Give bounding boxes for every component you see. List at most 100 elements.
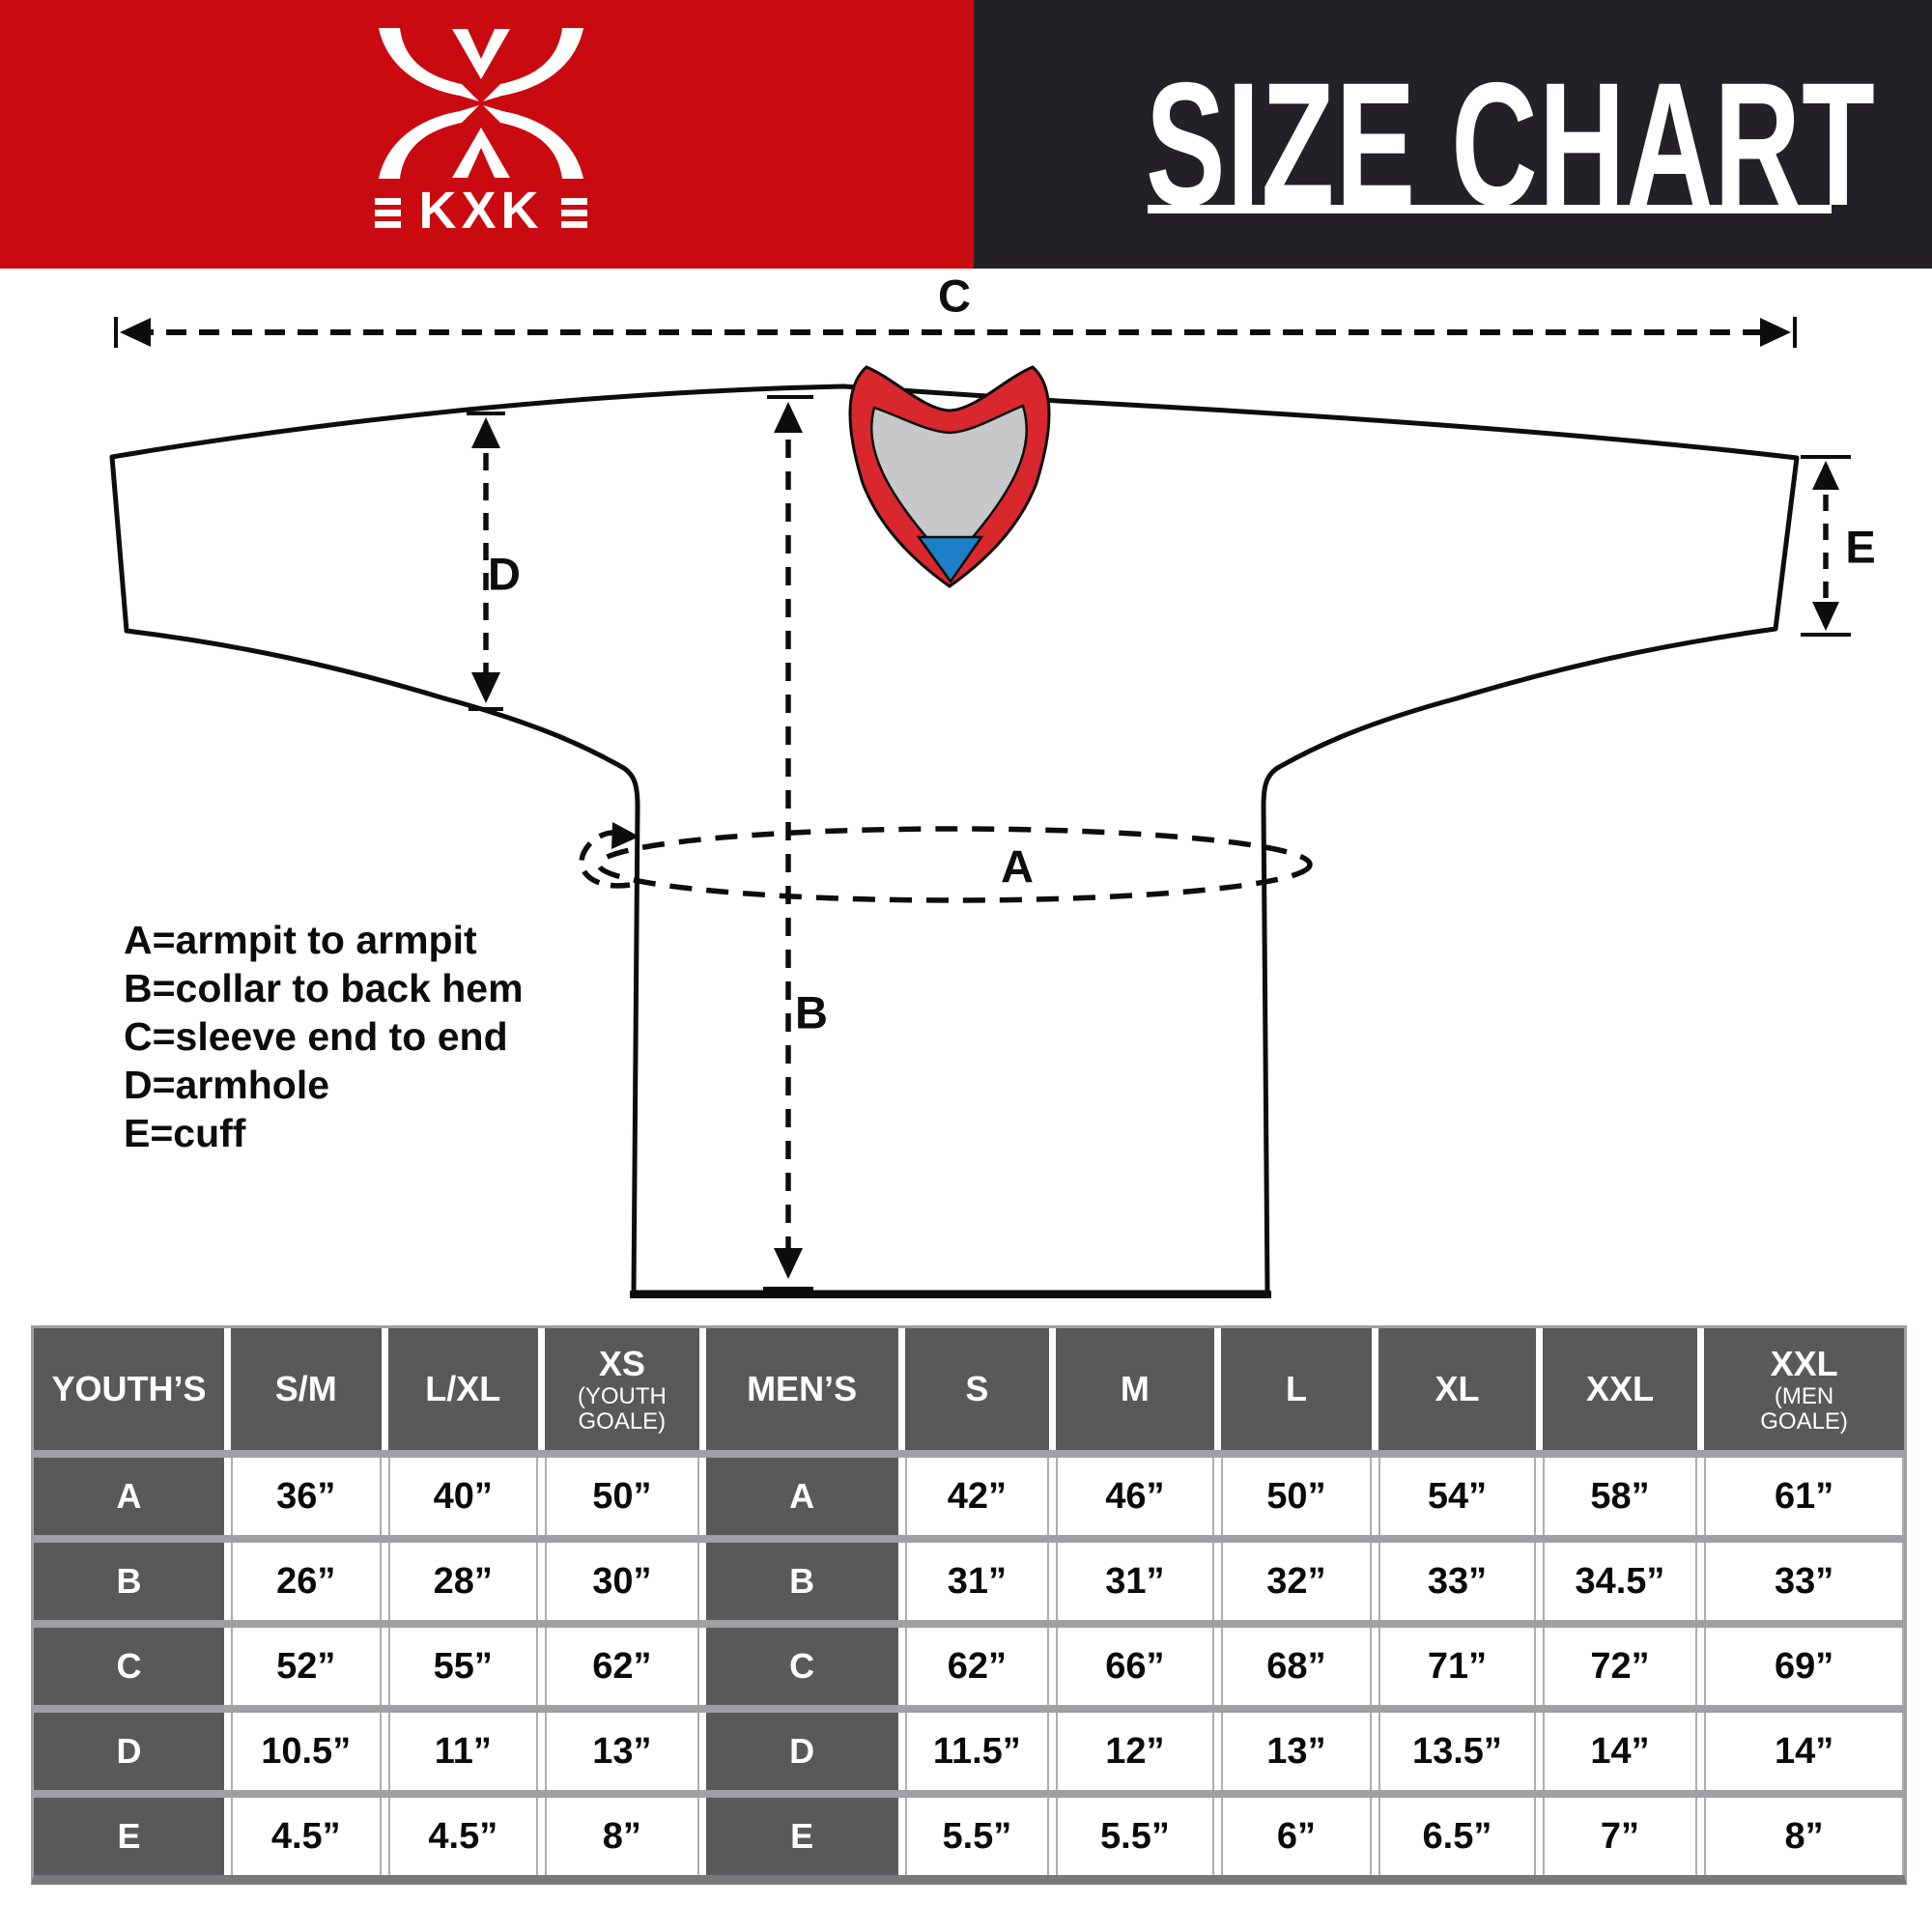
row-label-men: D [705,1713,898,1790]
youth-value: 36” [230,1458,382,1535]
men-value: 46” [1056,1458,1214,1535]
kxk-x-mark [379,28,583,179]
row-label-youth: D [34,1713,224,1790]
youth-value: 28” [387,1543,539,1620]
men-value: 42” [904,1458,1050,1535]
youth-value: 62” [545,1628,699,1705]
youth-value: 8” [545,1798,699,1875]
col-header-sub: (MEN GOALE) [1760,1383,1848,1435]
col-header-lxl: L/XL [387,1328,539,1450]
dim-arrow-e [1801,455,1851,637]
legend-line: D=armhole [124,1063,330,1107]
table-row-C: C 52” 55” 62” C 62” 66” 68” 71” 72” 69” [34,1620,1904,1705]
men-value: 50” [1220,1458,1373,1535]
men-value: 68” [1220,1628,1373,1705]
youth-value: 10.5” [230,1713,382,1790]
men-value: 58” [1542,1458,1698,1535]
table-row-B: B 26” 28” 30” B 31” 31” 32” 33” 34.5” 33” [34,1535,1904,1620]
brand-banner: KXK [0,0,974,269]
table-row-D: D 10.5” 11” 13” D 11.5” 12” 13” 13.5” 14” 14” [34,1705,1904,1790]
men-value: 32” [1220,1543,1373,1620]
row-label-men: A [705,1458,898,1535]
row-label-youth: C [34,1628,224,1705]
men-value: 6.5” [1378,1798,1536,1875]
label-e: E [1845,521,1876,573]
size-table: YOUTH’S S/M L/XL XS (YOUTH GOALE) MEN’S … [31,1325,1907,1885]
men-value: 72” [1542,1628,1698,1705]
youth-value: 4.5” [230,1798,382,1875]
measurement-legend: A=armpit to armpit B=collar to back hem … [124,916,524,1157]
youth-value: 11” [387,1713,539,1790]
row-label-youth: E [34,1798,224,1875]
youth-value: 13” [545,1713,699,1790]
men-value: 5.5” [904,1798,1050,1875]
label-d: D [488,548,521,600]
men-value: 66” [1056,1628,1214,1705]
men-value: 14” [1542,1713,1698,1790]
men-value: 13” [1220,1713,1373,1790]
page-title: SIZE CHART [1146,45,1877,242]
men-value: 6” [1220,1798,1373,1875]
col-header-l: L [1220,1328,1373,1450]
label-a: A [993,839,1041,894]
collar-red-band [848,365,1051,588]
label-b: B [795,986,828,1038]
men-value: 31” [904,1543,1050,1620]
size-table-header: YOUTH’S S/M L/XL XS (YOUTH GOALE) MEN’S … [34,1328,1904,1450]
legend-line: B=collar to back hem [124,966,524,1010]
col-header-sm: S/M [230,1328,382,1450]
collar-inner-gray [870,404,1028,565]
youth-value: 26” [230,1543,382,1620]
men-value: 61” [1704,1458,1904,1535]
col-header-xxl-men-goale: XXL (MEN GOALE) [1704,1328,1904,1450]
legend-line: C=sleeve end to end [124,1014,508,1059]
men-value: 33” [1378,1543,1536,1620]
collar-blue-insert [916,535,984,584]
row-label-youth: B [34,1543,224,1620]
men-value: 31” [1056,1543,1214,1620]
dim-arrow-b [763,395,813,1291]
youth-value: 52” [230,1628,382,1705]
kxk-logo-icon: KXK [375,28,587,232]
youth-value: 50” [545,1458,699,1535]
row-label-youth: A [34,1458,224,1535]
men-value: 12” [1056,1713,1214,1790]
col-header-label: XS [598,1344,645,1383]
size-table-body: A 36” 40” 50” A 42” 46” 50” 54” 58” 61” B 26” 28” 30” B… [34,1450,1904,1875]
table-row-E: E 4.5” 4.5” 8” E 5.5” 5.5” 6” 6.5” 7” 8” [34,1790,1904,1875]
brand-name: KXK [418,182,543,232]
col-header-xl: XL [1378,1328,1536,1450]
label-c: C [938,270,971,322]
title-banner [974,0,1932,269]
men-value: 7” [1542,1798,1698,1875]
men-value: 54” [1378,1458,1536,1535]
col-header-mens: MEN’S [705,1328,898,1450]
col-header-label: XXL [1770,1344,1838,1383]
men-value: 8” [1704,1798,1904,1875]
men-value: 69” [1704,1628,1904,1705]
men-value: 13.5” [1378,1713,1536,1790]
dim-ellipse-a [579,822,1313,903]
col-header-xxl: XXL [1542,1328,1698,1450]
title-underline [1148,205,1832,213]
men-value: 11.5” [904,1713,1050,1790]
men-value: 33” [1704,1543,1904,1620]
row-label-men: C [705,1628,898,1705]
men-value: 34.5” [1542,1543,1698,1620]
col-header-s: S [904,1328,1050,1450]
youth-value: 4.5” [387,1798,539,1875]
legend-line: A=armpit to armpit [124,918,477,962]
col-header-xs-youth-goale: XS (YOUTH GOALE) [545,1328,699,1450]
col-header-sub: (YOUTH GOALE) [577,1383,667,1435]
triple-bar-icon [375,198,587,228]
col-header-youths: YOUTH’S [34,1328,224,1450]
men-value: 71” [1378,1628,1536,1705]
youth-value: 40” [387,1458,539,1535]
col-header-m: M [1056,1328,1214,1450]
legend-line: E=cuff [124,1111,246,1155]
youth-value: 30” [545,1543,699,1620]
men-value: 14” [1704,1713,1904,1790]
youth-value: 55” [387,1628,539,1705]
row-label-men: E [705,1798,898,1875]
